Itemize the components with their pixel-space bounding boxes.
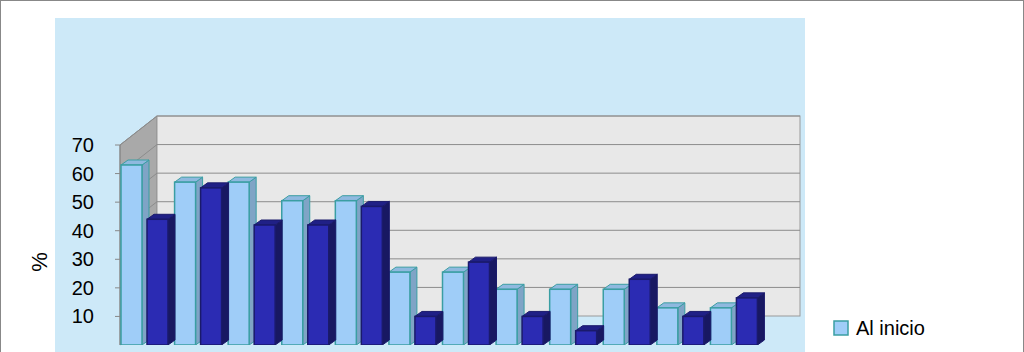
bar	[657, 303, 685, 345]
bar-front	[282, 201, 303, 345]
bar-front	[576, 331, 597, 345]
outer-frame	[1, 1, 1024, 352]
y-tick-label: 70	[72, 134, 94, 156]
tick-mark	[115, 287, 120, 288]
bar	[469, 257, 497, 345]
bar-front	[361, 206, 382, 345]
bar-side	[275, 220, 282, 345]
bar	[629, 274, 657, 345]
bar	[282, 196, 310, 345]
bar-top	[629, 274, 657, 279]
bar-front	[603, 289, 624, 345]
bars	[121, 160, 764, 345]
bar-front	[710, 308, 731, 345]
y-tick-label: 40	[72, 220, 94, 242]
bar-top	[657, 303, 685, 308]
bar	[710, 303, 738, 345]
bar	[415, 311, 443, 345]
bar	[603, 284, 631, 345]
tick-mark	[115, 316, 120, 317]
bar	[335, 196, 363, 345]
bar-top	[496, 284, 524, 289]
y-tick-label: 10	[72, 305, 94, 327]
bar	[683, 311, 711, 345]
bar-side	[382, 201, 389, 345]
bar-front	[683, 316, 704, 345]
bar-top	[603, 284, 631, 289]
bar	[496, 284, 524, 345]
bar-front	[415, 316, 436, 345]
bar	[201, 183, 229, 345]
bar	[522, 311, 550, 345]
legend-label: Al inicio	[856, 317, 925, 339]
legend-swatch	[834, 321, 848, 335]
bar-front	[389, 272, 410, 345]
bar-front	[308, 225, 329, 345]
bar-front	[629, 279, 650, 345]
y-tick-label: 20	[72, 277, 94, 299]
bar-front	[496, 289, 517, 345]
bar-front	[522, 316, 543, 345]
bar-top	[550, 284, 578, 289]
bar	[147, 214, 175, 345]
bar-front	[443, 272, 464, 345]
tick-mark	[115, 259, 120, 260]
tick-mark	[115, 230, 120, 231]
bar-front	[550, 289, 571, 345]
bar	[254, 220, 282, 345]
bar-side	[757, 293, 764, 345]
bar	[228, 177, 256, 345]
bar-front	[121, 165, 142, 345]
bar	[550, 284, 578, 345]
bar-side	[436, 311, 443, 345]
bar-front	[736, 298, 757, 345]
bar-front	[657, 308, 678, 345]
bar-top	[282, 196, 310, 201]
bar	[361, 201, 389, 345]
bar-front	[147, 219, 168, 345]
bar-front	[228, 182, 249, 345]
bar-front	[201, 188, 222, 345]
bar	[389, 267, 417, 345]
bar-front	[335, 201, 356, 345]
bar-side	[329, 220, 336, 345]
bar-top	[710, 303, 738, 308]
y-tick-label: 60	[72, 163, 94, 185]
bar-side	[650, 274, 657, 345]
bar-front	[469, 262, 490, 345]
grid-line	[120, 145, 800, 174]
bar-side	[222, 183, 229, 345]
bar-side	[168, 214, 175, 345]
y-tick-label: 30	[72, 248, 94, 270]
bar	[175, 177, 203, 345]
y-axis-label: %	[27, 252, 52, 272]
bar-side	[490, 257, 497, 345]
bar-front	[254, 225, 275, 345]
bar-side	[543, 311, 550, 345]
bar-top	[736, 293, 764, 298]
tick-mark	[115, 173, 120, 174]
plot-background	[55, 18, 805, 352]
bar	[736, 293, 764, 345]
bar-top	[201, 183, 229, 188]
bar	[121, 160, 149, 345]
tick-mark	[115, 202, 120, 203]
bar	[443, 267, 471, 345]
bar-top	[335, 196, 363, 201]
tick-mark	[115, 145, 120, 146]
bar-side	[704, 311, 711, 345]
grid-line	[120, 116, 800, 145]
bar	[576, 326, 604, 345]
y-tick-label: 50	[72, 191, 94, 213]
bar-front	[175, 182, 196, 345]
bar	[308, 220, 336, 345]
bar-top	[361, 201, 389, 206]
